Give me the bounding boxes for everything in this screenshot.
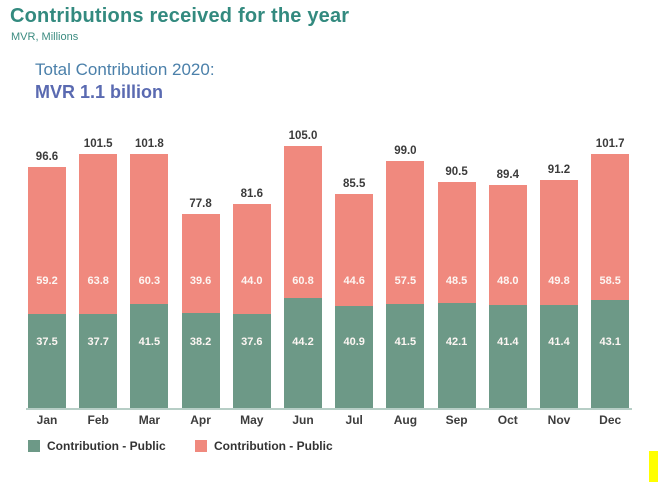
bar-column-dec: 101.7	[591, 138, 630, 408]
segment-value-label-pink: 48.5	[445, 275, 468, 287]
x-axis-line	[26, 408, 632, 410]
legend-label: Contribution - Public	[47, 439, 166, 453]
month-label: Dec	[599, 413, 622, 427]
month-label: Nov	[547, 413, 571, 427]
segment-value-label-green: 43.1	[599, 336, 621, 348]
segment-value-label-green: 41.5	[394, 336, 417, 348]
bar-segment-pink	[591, 153, 630, 301]
bar-segment-green	[591, 300, 630, 408]
bar-segment-pink	[437, 181, 476, 303]
segment-value-label-green: 41.4	[548, 336, 570, 348]
segment-value-label-pink: 49.8	[548, 275, 570, 287]
page-title: Contributions received for the year	[10, 5, 350, 27]
month-label: Oct	[497, 413, 518, 427]
bar-column-may: 81.6	[232, 188, 271, 408]
bar-column-jul: 85.5	[335, 178, 374, 408]
bar-column-oct: 89.4	[488, 169, 527, 408]
segment-value-label-pink: 39.6	[189, 275, 212, 287]
bar-segment-green	[79, 313, 118, 408]
month-label: Jun	[292, 413, 314, 427]
bar-segment-green	[437, 302, 476, 408]
segment-value-label-green: 37.6	[241, 336, 263, 348]
month-label: Feb	[87, 413, 109, 427]
bar-segment-green	[386, 304, 425, 408]
bar-total-label: 99.0	[394, 144, 417, 157]
bar-segment-green	[232, 314, 271, 408]
segment-value-label-green: 38.2	[189, 336, 212, 348]
legend-item-public-green: Contribution - Public	[28, 439, 166, 453]
bar-segment-green	[540, 304, 578, 408]
legend-label: Contribution - Public	[214, 439, 333, 453]
segment-value-label-green: 41.5	[138, 336, 161, 348]
bar-segment-pink	[284, 145, 322, 298]
segment-value-label-pink: 60.8	[292, 275, 314, 287]
bar-column-feb: 101.5	[79, 138, 118, 408]
month-label: Jul	[345, 413, 363, 427]
bar-segment-pink	[488, 184, 527, 305]
segment-value-label-green: 42.1	[445, 336, 468, 348]
summary-label: Total Contribution 2020:	[35, 60, 215, 79]
segment-value-label-pink: 59.2	[36, 275, 58, 287]
bar-segment-pink	[386, 160, 425, 305]
month-label: Jan	[36, 413, 58, 427]
bar-segment-green	[335, 305, 374, 408]
bar-segment-green	[181, 312, 220, 408]
segment-value-label-green: 44.2	[292, 336, 314, 348]
bar-segment-pink	[181, 213, 220, 313]
bar-column-jun: 105.0	[284, 130, 322, 408]
bar-segment-pink	[28, 166, 66, 315]
segment-value-label-pink: 44.6	[343, 275, 365, 287]
segment-value-label-pink: 58.5	[599, 275, 621, 287]
segment-value-label-green: 41.4	[497, 336, 519, 348]
legend-swatch-pink-icon	[195, 440, 207, 452]
bar-segment-green	[284, 297, 322, 408]
segment-value-label-green: 40.9	[343, 336, 365, 348]
bar-column-mar: 101.8	[130, 138, 169, 408]
segment-value-label-pink: 44.0	[241, 275, 263, 287]
segment-value-label-green: 37.7	[87, 336, 109, 348]
bar-total-label: 77.8	[189, 197, 212, 210]
bar-total-label: 81.6	[240, 188, 263, 200]
bar-segment-pink	[232, 204, 271, 314]
segment-value-label-green: 37.5	[36, 336, 58, 348]
bar-segment-green	[130, 304, 169, 408]
bar-column-jan: 96.6	[28, 151, 66, 408]
month-label: Apr	[190, 413, 211, 427]
bar-column-aug: 99.0	[386, 145, 425, 408]
segment-value-label-pink: 48.0	[497, 275, 519, 287]
legend-item-public-pink: Contribution - Public	[195, 439, 333, 453]
bar-total-label: 89.4	[496, 168, 519, 181]
bar-segment-green	[28, 314, 66, 408]
month-label: Aug	[393, 413, 418, 427]
bar-total-label: 96.6	[35, 150, 59, 163]
month-label: Mar	[138, 413, 161, 427]
bar-segment-pink	[540, 180, 578, 305]
bar-segment-green	[488, 304, 527, 408]
bar-segment-pink	[79, 154, 118, 314]
bar-segment-pink	[130, 153, 169, 305]
bar-column-apr: 77.8	[181, 198, 220, 408]
segment-value-label-pink: 63.8	[87, 275, 109, 287]
summary-value: MVR 1.1 billion	[35, 82, 164, 102]
units-label: MVR, Millions	[11, 31, 79, 43]
yellow-highlight-mark	[649, 451, 658, 482]
bar-total-label: 105.0	[288, 129, 318, 142]
bar-total-label: 101.5	[83, 138, 113, 151]
month-label: May	[240, 413, 264, 427]
bar-total-label: 85.5	[342, 178, 366, 191]
bar-total-label: 90.5	[445, 165, 468, 178]
bar-total-label: 101.7	[595, 137, 625, 150]
bar-column-nov: 91.2	[540, 164, 578, 408]
bar-column-sep: 90.5	[437, 166, 476, 408]
bar-segment-pink	[335, 194, 374, 306]
month-label: Sep	[445, 413, 468, 427]
legend-swatch-green-icon	[28, 440, 40, 452]
bar-total-label: 101.8	[135, 137, 164, 150]
bar-total-label: 91.2	[547, 164, 571, 176]
segment-value-label-pink: 57.5	[394, 275, 417, 287]
segment-value-label-pink: 60.3	[138, 275, 161, 287]
